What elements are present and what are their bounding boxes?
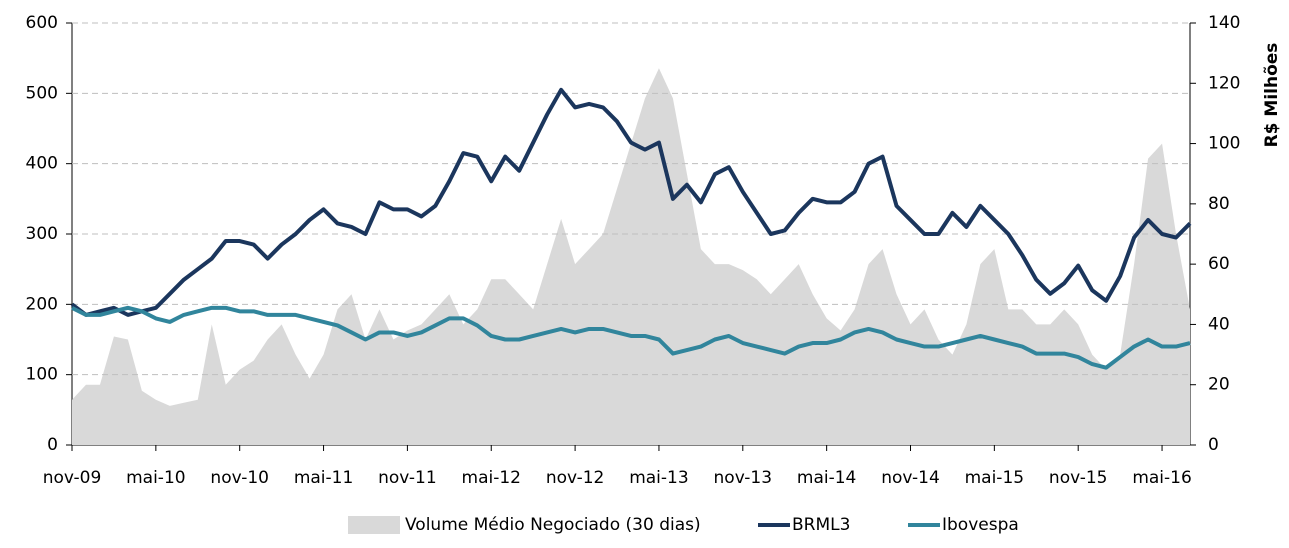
x-tick-label: nov-10 <box>210 468 269 488</box>
y2-axis-label: R$ Milhões <box>1262 43 1282 148</box>
volume-area <box>72 68 1190 445</box>
x-tick-label: mai-13 <box>629 468 688 488</box>
x-tick-label: mai-10 <box>126 468 185 488</box>
y2-tick-label: 60 <box>1208 254 1230 274</box>
y-tick-label: 500 <box>26 83 58 103</box>
y2-tick-label: 20 <box>1208 375 1230 395</box>
x-tick-label: nov-15 <box>1049 468 1108 488</box>
y-tick-label: 400 <box>26 154 58 174</box>
y2-tick-label: 0 <box>1208 435 1219 455</box>
y-tick-label: 300 <box>26 224 58 244</box>
y-tick-label: 200 <box>26 294 58 314</box>
legend-swatch <box>348 516 400 534</box>
y2-tick-label: 40 <box>1208 314 1230 334</box>
legend-label: Ibovespa <box>942 515 1019 535</box>
x-tick-label: nov-11 <box>378 468 437 488</box>
legend-label: BRML3 <box>792 515 850 535</box>
x-tick-label: nov-14 <box>881 468 940 488</box>
x-tick-label: mai-16 <box>1132 468 1191 488</box>
x-tick-label: nov-12 <box>546 468 605 488</box>
x-tick-label: mai-12 <box>462 468 521 488</box>
x-tick-label: nov-13 <box>714 468 773 488</box>
y2-tick-label: 120 <box>1208 73 1240 93</box>
legend-label: Volume Médio Negociado (30 dias) <box>405 515 701 535</box>
y2-tick-label: 80 <box>1208 194 1230 214</box>
x-tick-label: mai-14 <box>797 468 856 488</box>
y-tick-label: 0 <box>47 435 58 455</box>
y2-tick-label: 140 <box>1208 13 1240 33</box>
y2-tick-label: 100 <box>1208 134 1240 154</box>
y-tick-label: 600 <box>26 13 58 33</box>
x-tick-label: mai-15 <box>965 468 1024 488</box>
series-line <box>70 87 1192 317</box>
series-line <box>71 305 1191 370</box>
x-tick-label: mai-11 <box>294 468 353 488</box>
y-tick-label: 100 <box>26 365 58 385</box>
x-tick-label: nov-09 <box>43 468 102 488</box>
